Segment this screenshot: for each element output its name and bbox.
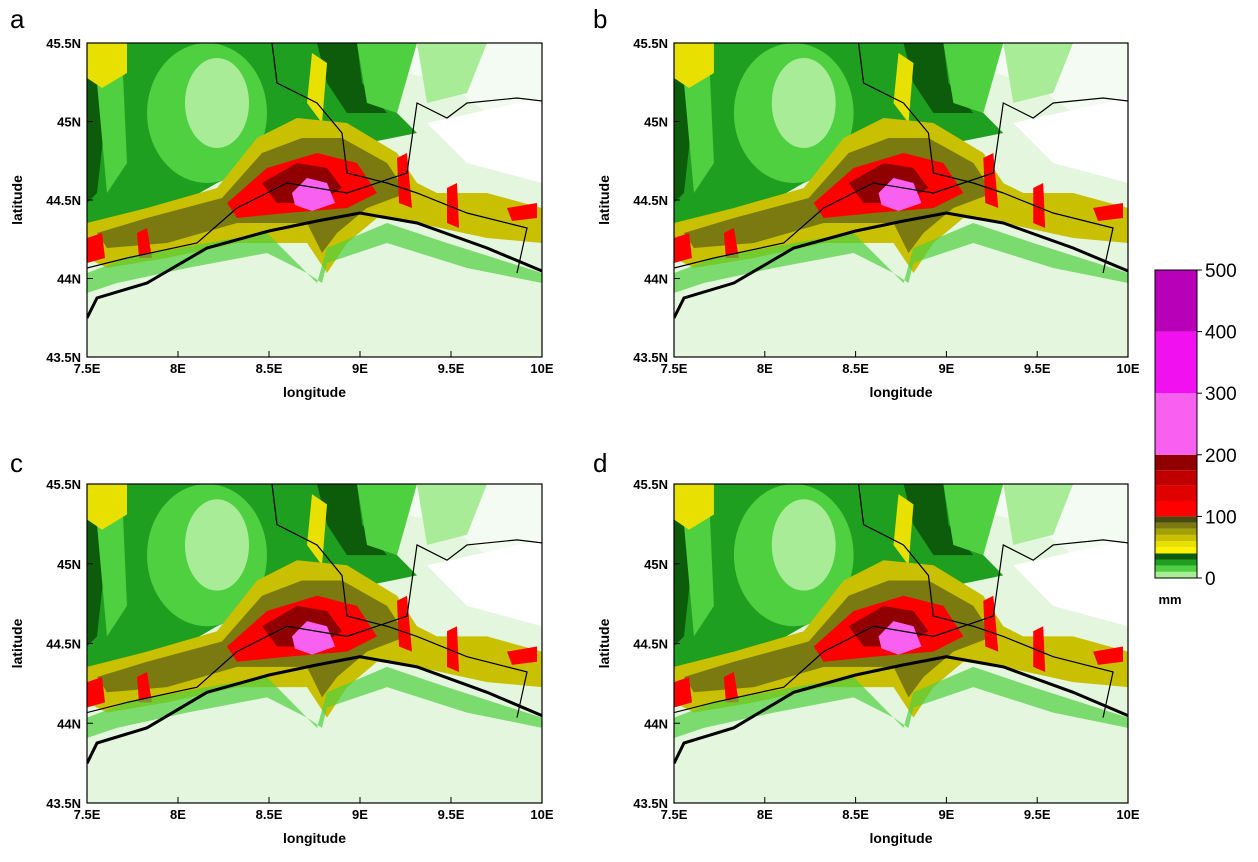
colorbar-segment [1155, 485, 1197, 501]
colorbar-segment [1155, 522, 1197, 529]
x-tick-label: 9.5E [438, 361, 465, 376]
panel-letter: d [593, 448, 607, 478]
y-tick-label: 44.5N [633, 193, 668, 208]
x-tick-label: 9.5E [1024, 807, 1051, 822]
x-tick-label: 9.5E [1024, 361, 1051, 376]
colorbar-segment [1155, 331, 1197, 394]
panel-letter: b [593, 4, 607, 34]
panel-letter: a [10, 4, 25, 34]
x-tick-label: 7.5E [74, 361, 101, 376]
x-tick-label: 8E [757, 361, 773, 376]
colorbar-segment [1155, 501, 1197, 517]
y-tick-label: 44N [644, 272, 668, 287]
colorbar-segment [1155, 270, 1197, 332]
y-tick-label: 44.5N [633, 637, 668, 652]
colorbar-tick-label: 0 [1205, 569, 1216, 590]
colorbar-segment [1155, 559, 1197, 566]
y-tick-label: 45.5N [633, 36, 668, 51]
x-tick-label: 8E [757, 807, 773, 822]
y-tick-label: 44N [57, 272, 81, 287]
panels: a 7.5E 8E 8.5E 9E 9.5E 10E 43.5N 44N 44.5N 45N 45.5… [9, 4, 1140, 846]
precipitation-field [674, 484, 1128, 803]
colorbar-frame [1154, 269, 1198, 579]
y-tick-label: 45N [644, 557, 668, 572]
x-axis-title: longitude [283, 384, 346, 400]
colorbar-segment [1155, 393, 1197, 455]
x-tick-label: 10E [530, 807, 553, 822]
y-tick-label: 45N [57, 557, 81, 572]
colorbar-segment [1155, 541, 1197, 548]
colorbar-tick-label: 200 [1205, 446, 1237, 467]
y-tick-label: 43.5N [633, 796, 668, 811]
y-tick-label: 43.5N [46, 350, 81, 365]
x-tick-label: 8E [170, 361, 186, 376]
colorbar-segment [1155, 470, 1197, 486]
y-axis-title: latitude [596, 175, 612, 225]
map-panel: b 7.5E 8E 8.5E 9E 9.5E 10E 43.5N 44N 44.5N 45N 45.5… [593, 4, 1140, 400]
map-panel: d 7.5E 8E 8.5E 9E 9.5E 10E 43.5N 44N 44.5N 45N 45.5… [593, 448, 1140, 846]
x-tick-label: 8.5E [842, 807, 869, 822]
x-tick-label: 7.5E [661, 807, 688, 822]
x-tick-label: 9E [352, 807, 368, 822]
x-tick-label: 8.5E [256, 361, 283, 376]
y-axis-title: latitude [9, 618, 25, 668]
y-tick-label: 44.5N [46, 193, 81, 208]
colorbar-tick-label: 500 [1205, 261, 1237, 282]
y-axis-title: latitude [596, 618, 612, 668]
x-tick-label: 9E [938, 361, 954, 376]
colorbar-unit: mm [1158, 592, 1181, 607]
x-tick-label: 7.5E [661, 361, 688, 376]
y-tick-label: 43.5N [633, 350, 668, 365]
x-axis-title: longitude [870, 830, 933, 846]
y-tick-label: 45N [57, 115, 81, 130]
x-tick-label: 10E [1116, 807, 1139, 822]
colorbar-segment [1155, 565, 1197, 572]
precipitation-field [674, 43, 1128, 357]
x-tick-label: 7.5E [74, 807, 101, 822]
x-tick-label: 9E [938, 807, 954, 822]
colorbar-tick-label: 100 [1205, 507, 1237, 528]
precipitation-field [87, 43, 542, 357]
colorbar: 0 100 200 300 400 500 mm [1154, 261, 1237, 607]
x-tick-label: 9E [352, 361, 368, 376]
y-tick-label: 44N [644, 716, 668, 731]
colorbar-segment [1155, 534, 1197, 542]
x-tick-label: 8.5E [256, 807, 283, 822]
colorbar-tick-label: 300 [1205, 384, 1237, 405]
y-axis-title: latitude [9, 175, 25, 225]
precipitation-field [87, 484, 542, 803]
map-panel: c 7.5E 8E 8.5E 9E 9.5E 10E 43.5N 44N 44.5N 45N 45.5… [9, 448, 554, 846]
colorbar-segment [1155, 571, 1197, 578]
colorbar-segment [1155, 553, 1197, 560]
x-axis-title: longitude [283, 830, 346, 846]
x-tick-label: 10E [1116, 361, 1139, 376]
x-tick-label: 10E [530, 361, 553, 376]
y-tick-label: 43.5N [46, 796, 81, 811]
x-tick-label: 8E [170, 807, 186, 822]
map-panel: a 7.5E 8E 8.5E 9E 9.5E 10E 43.5N 44N 44.5N 45N 45.5… [9, 4, 554, 400]
colorbar-segment [1155, 454, 1197, 471]
y-tick-label: 45.5N [633, 477, 668, 492]
colorbar-segment [1155, 528, 1197, 535]
x-axis-title: longitude [870, 384, 933, 400]
x-tick-label: 8.5E [842, 361, 869, 376]
colorbar-tick-label: 400 [1205, 323, 1237, 344]
y-tick-label: 44.5N [46, 637, 81, 652]
panel-letter: c [10, 448, 23, 478]
colorbar-segment [1155, 547, 1197, 554]
x-tick-label: 9.5E [438, 807, 465, 822]
y-tick-label: 45.5N [46, 477, 81, 492]
y-tick-label: 45.5N [46, 36, 81, 51]
colorbar-segment [1155, 516, 1197, 523]
y-tick-label: 44N [57, 716, 81, 731]
y-tick-label: 45N [644, 115, 668, 130]
